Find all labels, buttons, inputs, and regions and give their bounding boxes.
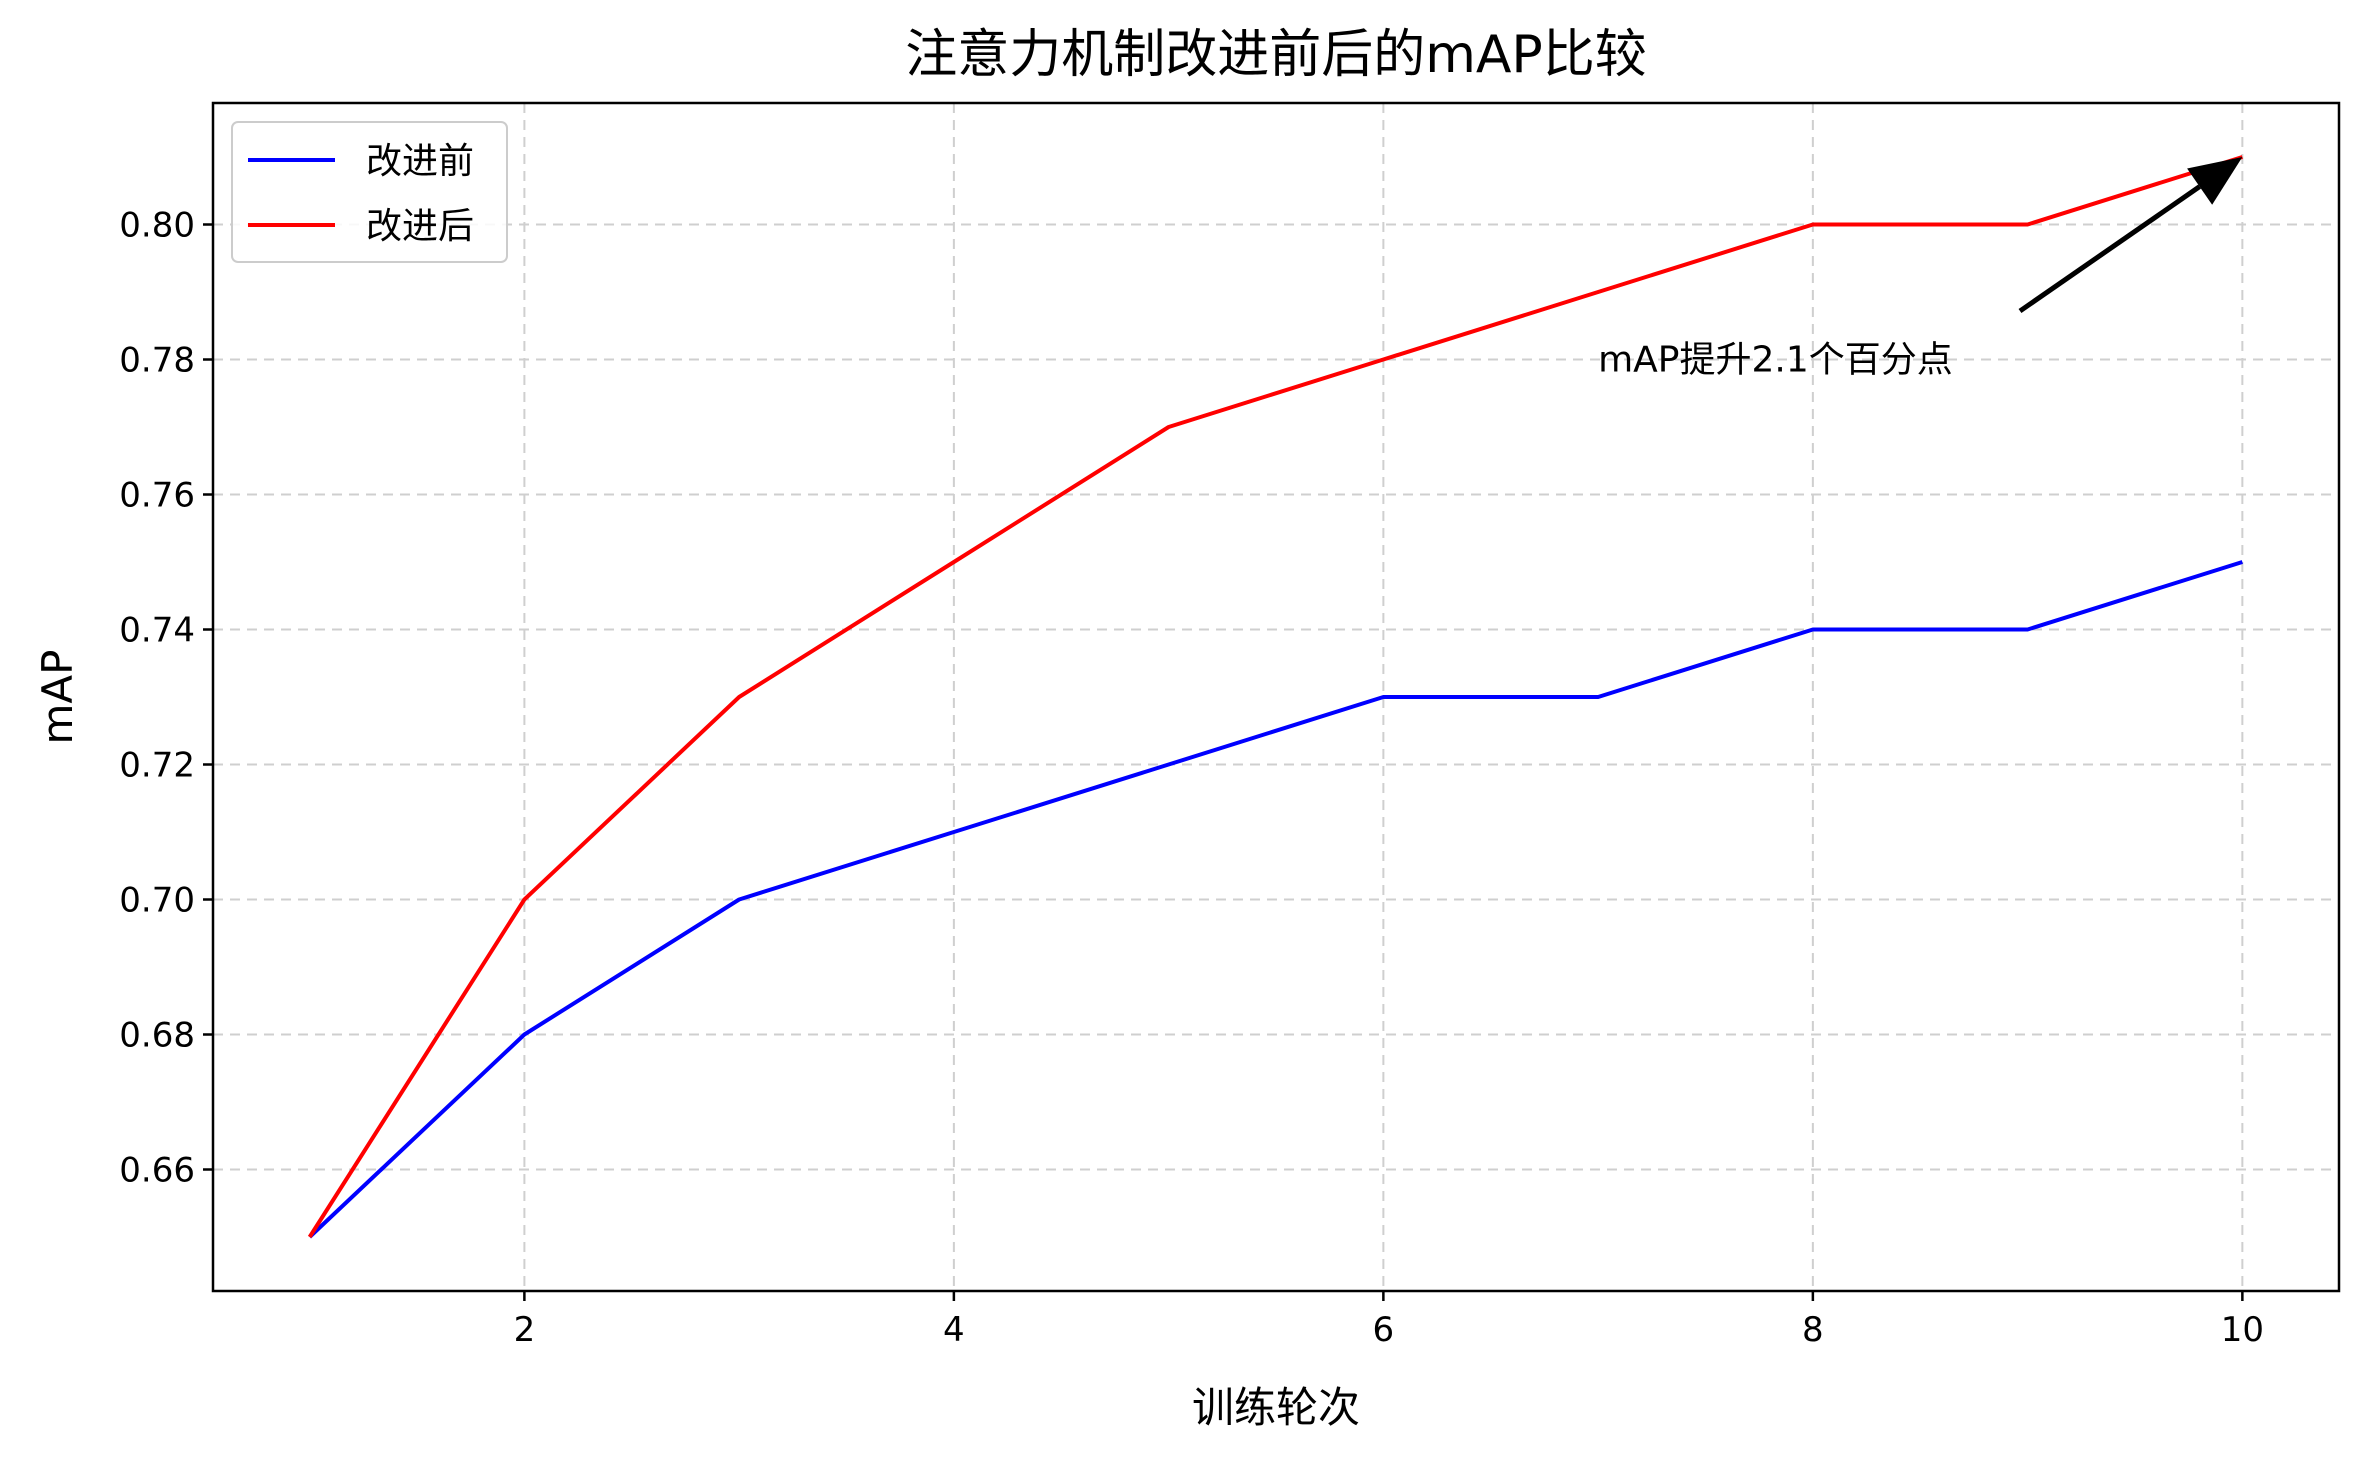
y-tick-label: 0.66 [119, 1151, 195, 1191]
x-tick-label: 10 [2221, 1310, 2264, 1350]
y-tick-label: 0.72 [119, 746, 195, 786]
series-line-1 [308, 560, 2243, 1239]
series-lines [307, 155, 2243, 1239]
y-tick-label: 0.74 [119, 611, 195, 651]
y-axis-ticks: 0.66 0.68 0.70 0.72 0.74 0.76 0.78 0.80 [119, 206, 213, 1191]
x-tick-label: 8 [1802, 1310, 1824, 1350]
x-axis-ticks: 2 4 6 8 10 [514, 1291, 2264, 1350]
annotation-arrow-line [2018, 184, 2202, 314]
y-tick-label: 0.76 [119, 476, 195, 516]
y-tick-label: 0.70 [119, 881, 195, 921]
plot-frame [211, 101, 2341, 1293]
y-tick-label: 0.78 [119, 341, 195, 381]
y-tick-label: 0.68 [119, 1016, 195, 1056]
x-tick-label: 2 [514, 1310, 536, 1350]
x-tick-label: 6 [1373, 1310, 1395, 1350]
series-line-2 [307, 155, 2243, 1239]
annotation: mAP提升2.1个百分点 [1598, 157, 2243, 381]
y-tick-label: 0.80 [119, 206, 195, 246]
x-tick-label: 4 [943, 1310, 965, 1350]
legend-label-2: 改进后 [366, 206, 474, 247]
x-axis-title: 训练轮次 [1192, 1383, 1360, 1432]
annotation-arrow-head [2187, 157, 2243, 205]
legend-label-1: 改进前 [366, 141, 474, 182]
annotation-text: mAP提升2.1个百分点 [1598, 340, 1953, 381]
chart-title: 注意力机制改进前后的mAP比较 [905, 25, 1647, 85]
y-axis-title: mAP [33, 650, 82, 745]
